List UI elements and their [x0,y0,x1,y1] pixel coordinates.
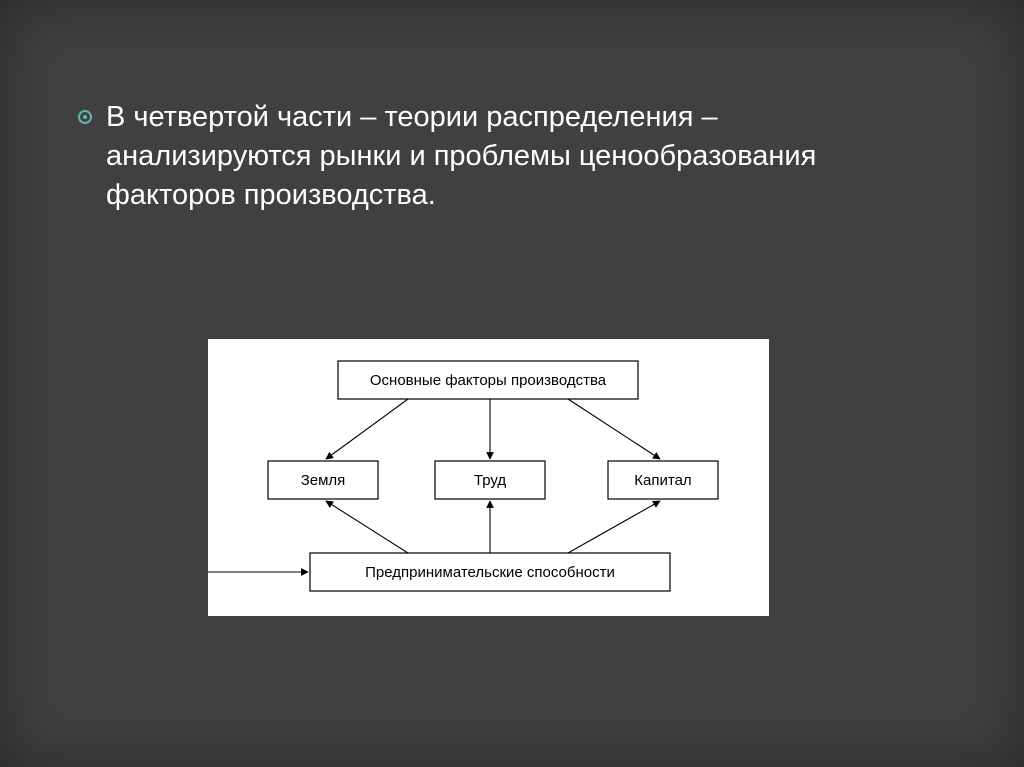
edge-bottom-right [568,501,660,553]
node-left: Земля [268,461,378,499]
bullet-circle-icon [78,110,92,124]
node-right-label: Капитал [634,472,691,489]
node-mid-label: Труд [474,472,506,489]
slide: В четвертой части – теории распределения… [0,0,1024,767]
diagram: Основные факторы производства Земля Труд… [208,339,769,616]
edge-top-right [568,399,660,459]
node-mid: Труд [435,461,545,499]
node-top-label: Основные факторы производства [370,372,607,389]
edge-bottom-left [326,501,408,553]
node-top: Основные факторы производства [338,361,638,399]
bullet-row: В четвертой части – теории распределения… [78,98,898,215]
edge-top-left [326,399,408,459]
node-bottom-label: Предпринимательские способности [365,564,615,581]
node-right: Капитал [608,461,718,499]
node-left-label: Земля [301,472,346,489]
bullet-block: В четвертой части – теории распределения… [78,98,898,215]
bullet-text: В четвертой части – теории распределения… [106,98,898,215]
diagram-svg: Основные факторы производства Земля Труд… [208,339,769,616]
node-bottom: Предпринимательские способности [310,553,670,591]
